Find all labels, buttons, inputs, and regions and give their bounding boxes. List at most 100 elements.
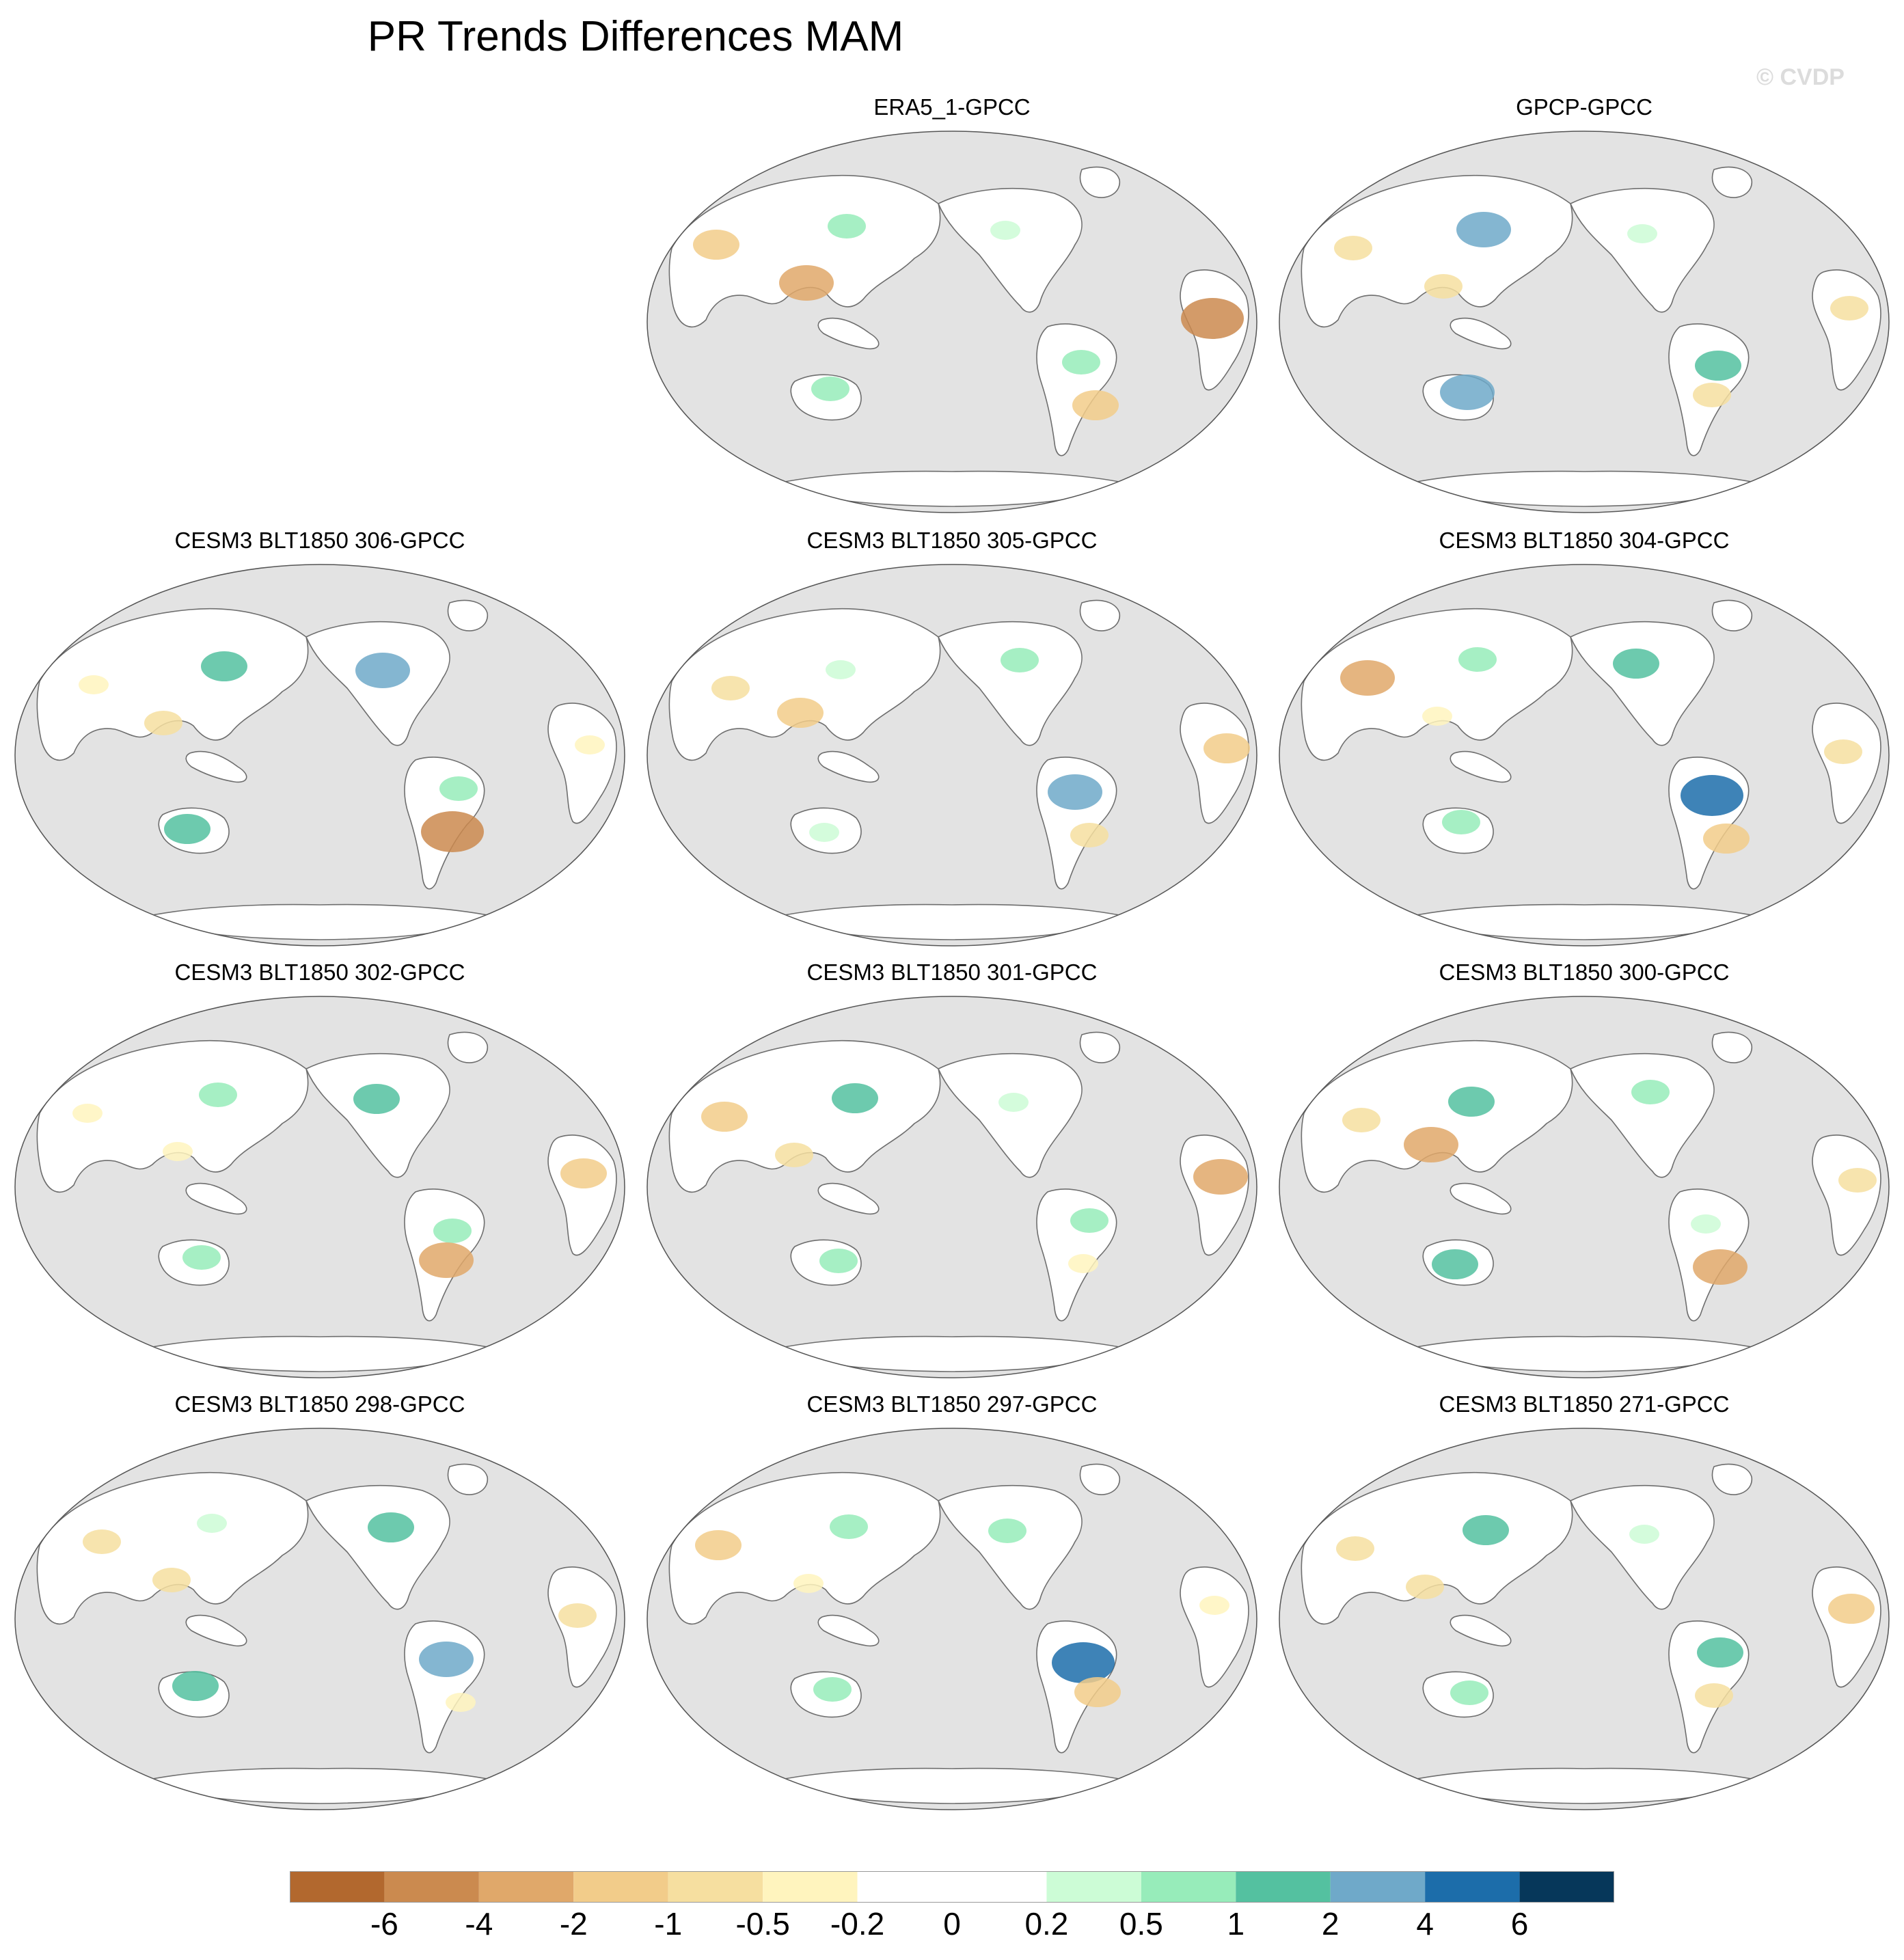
anomaly-blob (558, 1603, 597, 1628)
anomaly-blob (1062, 350, 1100, 375)
anomaly-blob (575, 735, 605, 754)
continent-indo (185, 1182, 247, 1215)
anomaly-blob (695, 1530, 742, 1560)
continent-antarctica (1404, 1767, 1764, 1804)
colorbar-swatch (1236, 1871, 1331, 1903)
anomaly-blob (1693, 383, 1731, 407)
colorbar-tick-label: -0.2 (830, 1906, 885, 1942)
continent-namerica (937, 1053, 1083, 1178)
continent-namerica (937, 188, 1083, 313)
cvdp-watermark: © CVDP (1756, 64, 1845, 90)
map-panel: CESM3 BLT1850 304-GPCC (1277, 528, 1892, 965)
anomaly-blob (164, 814, 210, 844)
continent-indo (817, 1614, 880, 1647)
anomaly-blob (172, 1671, 219, 1701)
anomaly-blob (152, 1568, 191, 1592)
ocean (1279, 996, 1889, 1378)
anomaly-blob (368, 1512, 414, 1542)
anomaly-blob (1697, 1637, 1743, 1668)
map-border (14, 1428, 625, 1810)
continent-asia (668, 1039, 941, 1193)
ocean (647, 131, 1257, 513)
continent-namerica (1569, 1485, 1715, 1610)
ocean (15, 564, 625, 946)
colorbar-swatch (1141, 1871, 1236, 1903)
continent-indo (185, 1614, 247, 1647)
continent-antarctica (140, 903, 500, 940)
anomaly-blob (199, 1083, 237, 1107)
colorbar-swatch (573, 1871, 668, 1903)
colorbar-swatch (1330, 1871, 1426, 1903)
continent-greenland (1711, 1031, 1752, 1063)
panel-title: CESM3 BLT1850 305-GPCC (806, 528, 1098, 553)
map-globe (1279, 996, 1890, 1378)
anomaly-blob (693, 230, 739, 260)
panel-title: CESM3 BLT1850 302-GPCC (174, 959, 465, 985)
continent-indo (185, 750, 247, 783)
panel-title: CESM3 BLT1850 300-GPCC (1439, 959, 1730, 985)
continent-asia (1301, 174, 1573, 328)
anomaly-blob (1340, 660, 1395, 696)
anomaly-blob (1048, 774, 1102, 810)
continent-namerica (937, 621, 1083, 746)
map-border (1279, 1428, 1890, 1810)
anomaly-blob (1068, 1254, 1098, 1273)
map-panel: ERA5_1-GPCC (644, 94, 1260, 532)
continent-asia (1301, 1039, 1573, 1193)
colorbar-swatch (1519, 1871, 1614, 1903)
map-border (1279, 564, 1890, 947)
colorbar-tick-label: 4 (1416, 1906, 1434, 1942)
map-globe (14, 564, 625, 947)
continent-greenland (447, 1463, 488, 1495)
colorbar-swatch (384, 1871, 479, 1903)
panel-title: CESM3 BLT1850 306-GPCC (174, 528, 465, 553)
colorbar-tick-label: -2 (559, 1906, 588, 1942)
anomaly-blob (419, 1242, 474, 1278)
anomaly-blob (353, 1084, 400, 1114)
anomaly-blob (182, 1245, 221, 1270)
anomaly-blob (1824, 739, 1862, 764)
continent-greenland (1079, 599, 1120, 631)
ocean (1279, 1428, 1889, 1810)
anomaly-blob (1613, 649, 1659, 679)
continent-namerica (305, 1485, 450, 1610)
colorbar-tick-label: 0.5 (1119, 1906, 1163, 1942)
anomaly-blob (809, 823, 839, 842)
ocean (647, 996, 1257, 1378)
ocean (1279, 131, 1889, 513)
continent-antarctica (140, 1767, 500, 1804)
map-border (1279, 996, 1890, 1378)
continent-asia (36, 608, 309, 761)
continent-asia (36, 1471, 309, 1625)
anomaly-blob (775, 1143, 813, 1167)
colorbar-tick-label: 0.2 (1024, 1906, 1069, 1942)
colorbar-tick-label: -4 (465, 1906, 493, 1942)
continent-namerica (1569, 621, 1715, 746)
map-globe (14, 1428, 625, 1810)
colorbar-swatch (290, 1871, 385, 1903)
map-border (647, 1428, 1257, 1810)
colorbar-tick-label: -0.5 (735, 1906, 790, 1942)
map-panel: CESM3 BLT1850 306-GPCC (12, 528, 627, 965)
continent-antarctica (772, 1767, 1132, 1804)
anomaly-blob (1681, 775, 1743, 816)
colorbar-tick-label: -6 (370, 1906, 398, 1942)
colorbar-swatch (857, 1871, 952, 1903)
continent-africa (547, 703, 617, 824)
panel-title: CESM3 BLT1850 304-GPCC (1439, 528, 1730, 553)
anomaly-blob (1424, 274, 1463, 299)
anomaly-blob (1334, 236, 1372, 260)
anomaly-blob (1695, 351, 1741, 381)
anomaly-blob (819, 1249, 858, 1273)
continent-africa (1812, 1134, 1881, 1256)
colorbar-border (290, 1871, 1614, 1903)
map-globe (647, 996, 1257, 1378)
anomaly-blob (83, 1529, 121, 1554)
anomaly-blob (433, 1219, 472, 1243)
anomaly-blob (1456, 212, 1511, 247)
colorbar-tick-label: 1 (1227, 1906, 1245, 1942)
anomaly-blob (1691, 1214, 1721, 1234)
anomaly-blob (1342, 1108, 1381, 1132)
anomaly-blob (1404, 1127, 1458, 1162)
continent-antarctica (772, 470, 1132, 507)
